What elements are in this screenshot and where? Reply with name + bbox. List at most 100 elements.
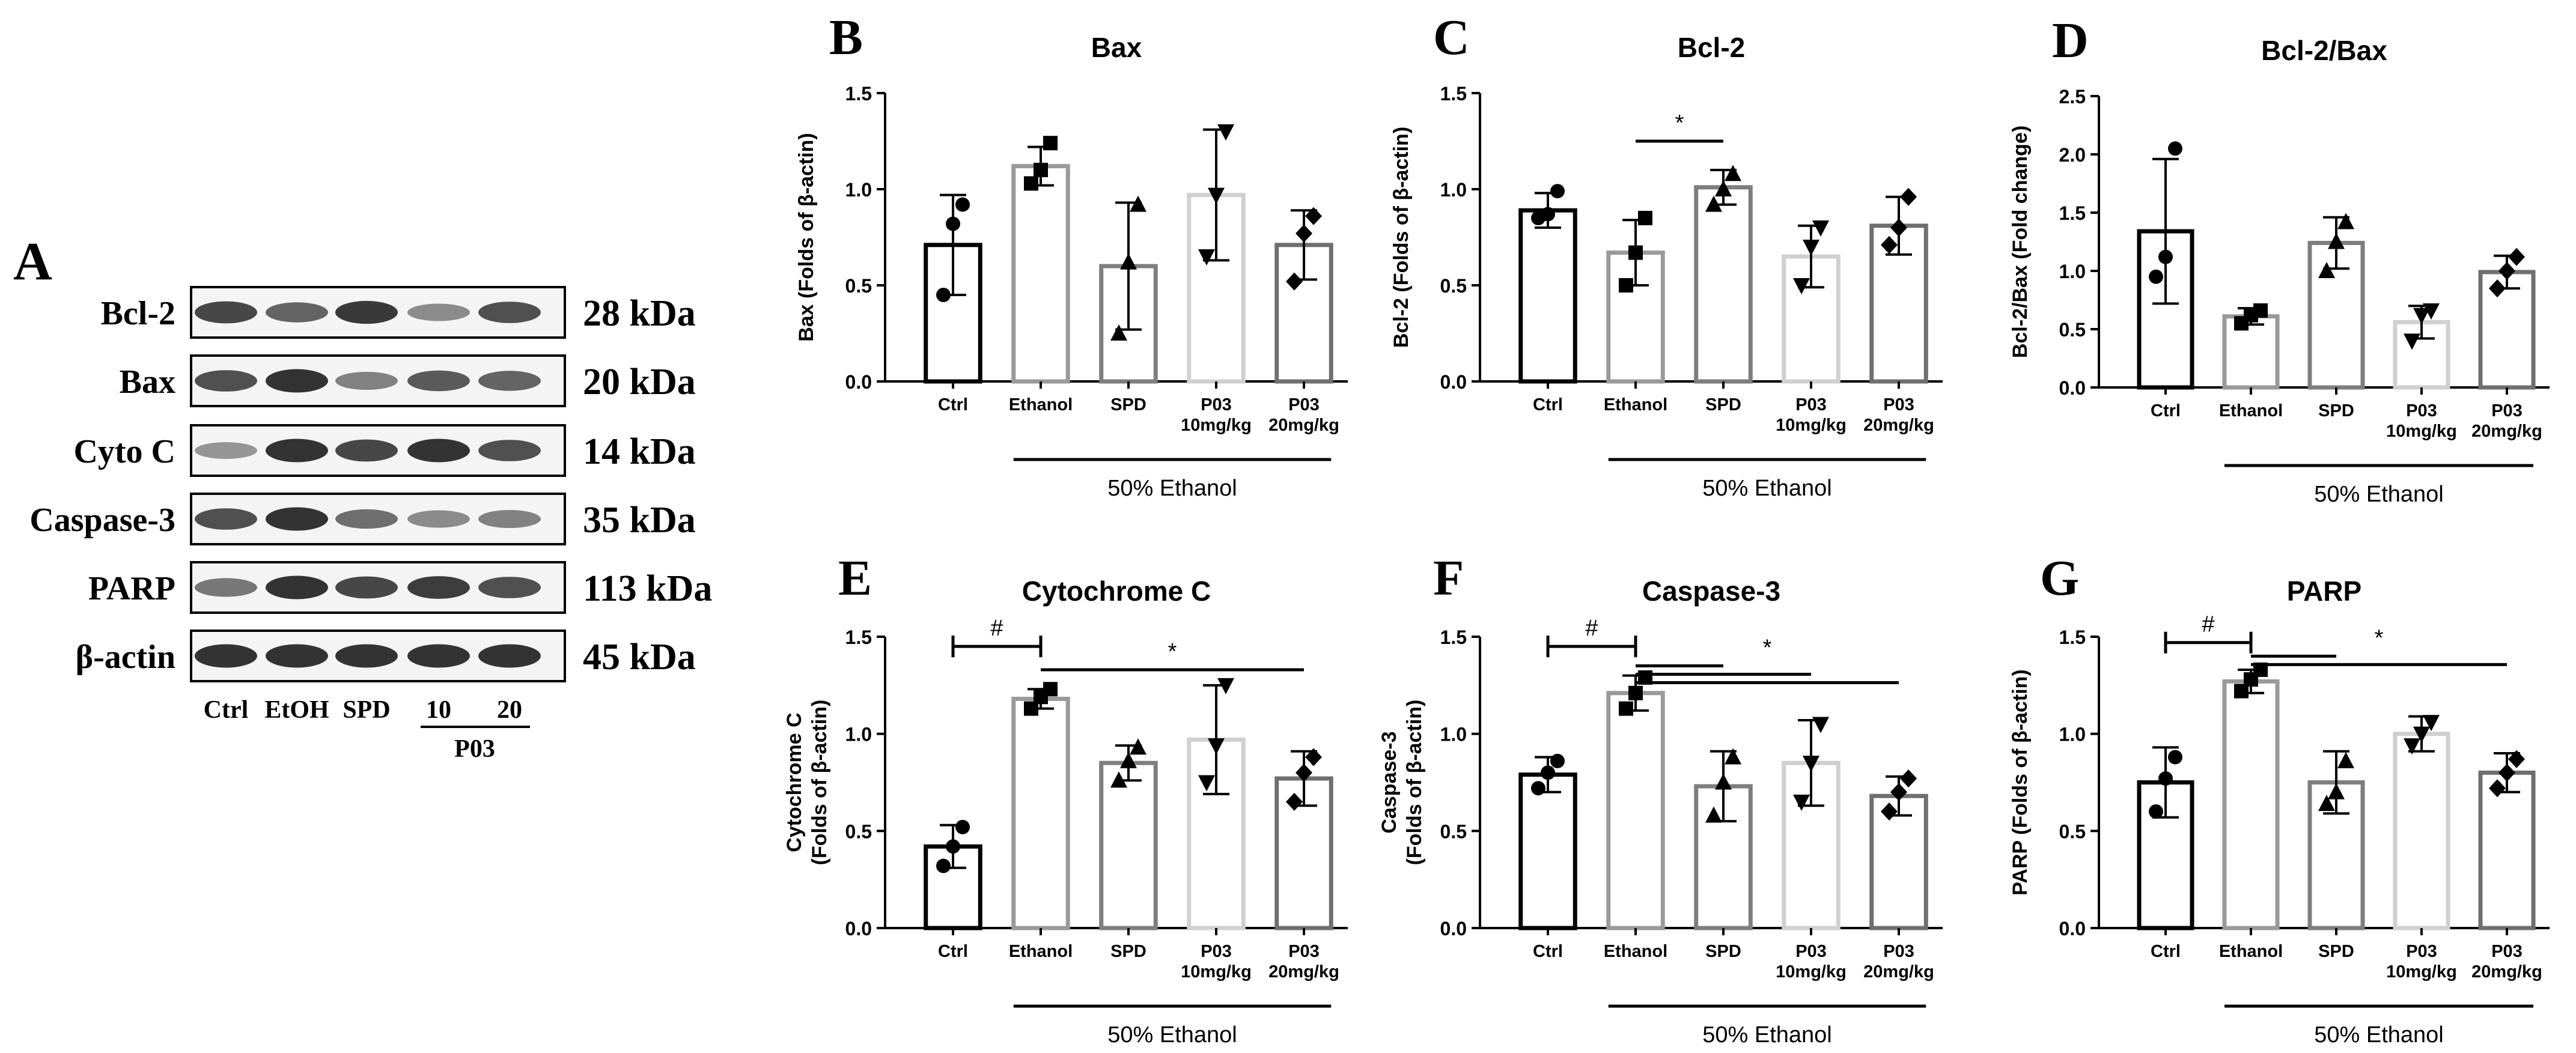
y-tick-label: 0.0 <box>845 371 872 393</box>
lane-label: EtOH <box>264 696 329 724</box>
data-point-diamond <box>2508 750 2525 768</box>
data-point-diamond <box>2489 279 2506 298</box>
y-tick-label: 0.0 <box>2059 377 2086 399</box>
x-tick-label: Ctrl <box>2151 401 2181 420</box>
data-point-triangle-down <box>1812 220 1829 237</box>
blot-band <box>195 578 257 597</box>
blot-band <box>407 438 470 463</box>
data-point-circle <box>955 197 970 212</box>
x-tick-label: 20mg/kg <box>1863 416 1934 435</box>
bar <box>1099 760 1158 930</box>
data-point-triangle <box>1110 324 1127 341</box>
x-tick-label: Ctrl <box>2151 942 2181 961</box>
y-tick-label: 0.5 <box>2059 319 2086 341</box>
data-point-square <box>1043 682 1058 697</box>
y-tick-label: 0.0 <box>1440 918 1467 939</box>
blot-band <box>335 644 398 668</box>
blot-band <box>335 576 398 599</box>
significance-symbol: # <box>1585 616 1598 641</box>
data-point-diamond <box>1286 792 1303 811</box>
blot-kda-label: 45 kDa <box>583 637 696 678</box>
data-point-triangle <box>1130 195 1146 212</box>
data-point-diamond <box>1305 207 1322 225</box>
x-tick-label: 10mg/kg <box>1776 962 1847 982</box>
x-tick-label: Ctrl <box>938 395 968 414</box>
data-point-triangle <box>2328 232 2345 249</box>
y-tick-label: 0.5 <box>1440 821 1467 842</box>
data-point-triangle-down <box>2404 738 2420 755</box>
data-point-triangle-down <box>1217 124 1234 141</box>
data-point-diamond <box>1900 187 1917 206</box>
y-axis-label: Bcl-2/Bax (Fold change) <box>2009 126 2032 358</box>
data-point-square <box>1024 176 1038 191</box>
data-point-circle <box>946 216 960 231</box>
data-point-triangle-down <box>1793 794 1810 811</box>
lane-label: 20 <box>497 696 522 724</box>
blot-band <box>407 644 470 668</box>
data-point-diamond <box>1881 803 1898 821</box>
data-point-circle <box>1541 207 1555 222</box>
data-point-circle <box>1541 765 1555 780</box>
blot-band <box>266 507 328 531</box>
significance-symbol: * <box>1675 111 1684 136</box>
bar <box>1518 772 1577 930</box>
chart-title: Cytochrome C <box>1022 575 1211 607</box>
bar <box>1518 208 1577 384</box>
panel-label: E <box>838 550 872 606</box>
x-tick-label: P03 <box>1288 942 1320 961</box>
data-point-circle <box>1550 184 1565 199</box>
lane-label: 10 <box>426 696 451 724</box>
x-tick-label: 20mg/kg <box>1268 962 1339 982</box>
data-point-triangle-down <box>1198 249 1215 266</box>
panel-label: G <box>2040 550 2079 606</box>
blot-band <box>478 577 541 598</box>
y-tick-label: 1.0 <box>1440 179 1467 201</box>
chart-d: D Bcl-2/Bax 0.0 0.5 1.0 1.5 2.0 2.5 Bcl-2/Bax (F… <box>2009 13 2550 507</box>
x-tick-label: P03 <box>2491 942 2523 961</box>
group-line-label: 50% Ethanol <box>1107 1022 1237 1048</box>
x-tick-label: P03 <box>1795 942 1827 961</box>
x-tick-label: Ethanol <box>2219 942 2283 961</box>
chart-title: Bcl-2 <box>1678 32 1745 63</box>
data-point-circle <box>1531 781 1545 796</box>
y-tick-label: 0.5 <box>1440 275 1467 297</box>
blot-band <box>195 301 257 324</box>
data-point-circle <box>1550 753 1565 768</box>
data-point-diamond <box>1900 769 1917 788</box>
blot-band <box>266 369 328 393</box>
chart-c: C Bcl-2 0.0 0.5 1.0 1.5 Bcl-2 (Folds of β-acti… <box>1390 10 1943 501</box>
blot-band <box>335 439 398 462</box>
data-point-circle <box>936 288 951 302</box>
data-point-triangle <box>1120 253 1137 270</box>
blot-kda-label: 28 kDa <box>583 293 696 334</box>
data-point-triangle-down <box>1793 278 1810 294</box>
chart-b: B Bax 0.0 0.5 1.0 1.5 Bax (Folds of β-actin) Ct… <box>795 10 1348 501</box>
blot-band <box>478 509 541 529</box>
blot-band <box>195 370 257 392</box>
x-tick-label: P03 <box>1201 942 1232 961</box>
data-point-triangle <box>1715 773 1732 790</box>
data-point-circle <box>2149 269 2163 284</box>
bar <box>1011 696 1070 930</box>
blot-kda-label: 14 kDa <box>583 431 696 472</box>
y-tick-label: 1.5 <box>2059 202 2086 224</box>
bar <box>1011 164 1070 384</box>
y-axis-label: (Folds of β-actin) <box>808 700 831 866</box>
y-tick-label: 0.0 <box>845 918 872 939</box>
data-point-circle <box>955 819 970 834</box>
data-point-square <box>1034 163 1048 177</box>
x-tick-label: P03 <box>1883 942 1914 961</box>
x-tick-label: P03 <box>2406 942 2437 961</box>
blot-band <box>266 575 328 599</box>
x-tick-label: 20mg/kg <box>2471 962 2542 982</box>
panel-a: A Bcl-2 28 kDa Bax 20 kDa Cyto C 14 kDa Caspase… <box>13 232 712 763</box>
blot-band <box>407 576 470 599</box>
significance-symbol: # <box>990 616 1003 641</box>
bar <box>2478 770 2536 930</box>
chart-title: PARP <box>2287 575 2361 607</box>
blot-band <box>407 510 470 528</box>
x-tick-label: P03 <box>2491 401 2523 420</box>
x-tick-label: SPD <box>1110 942 1146 961</box>
